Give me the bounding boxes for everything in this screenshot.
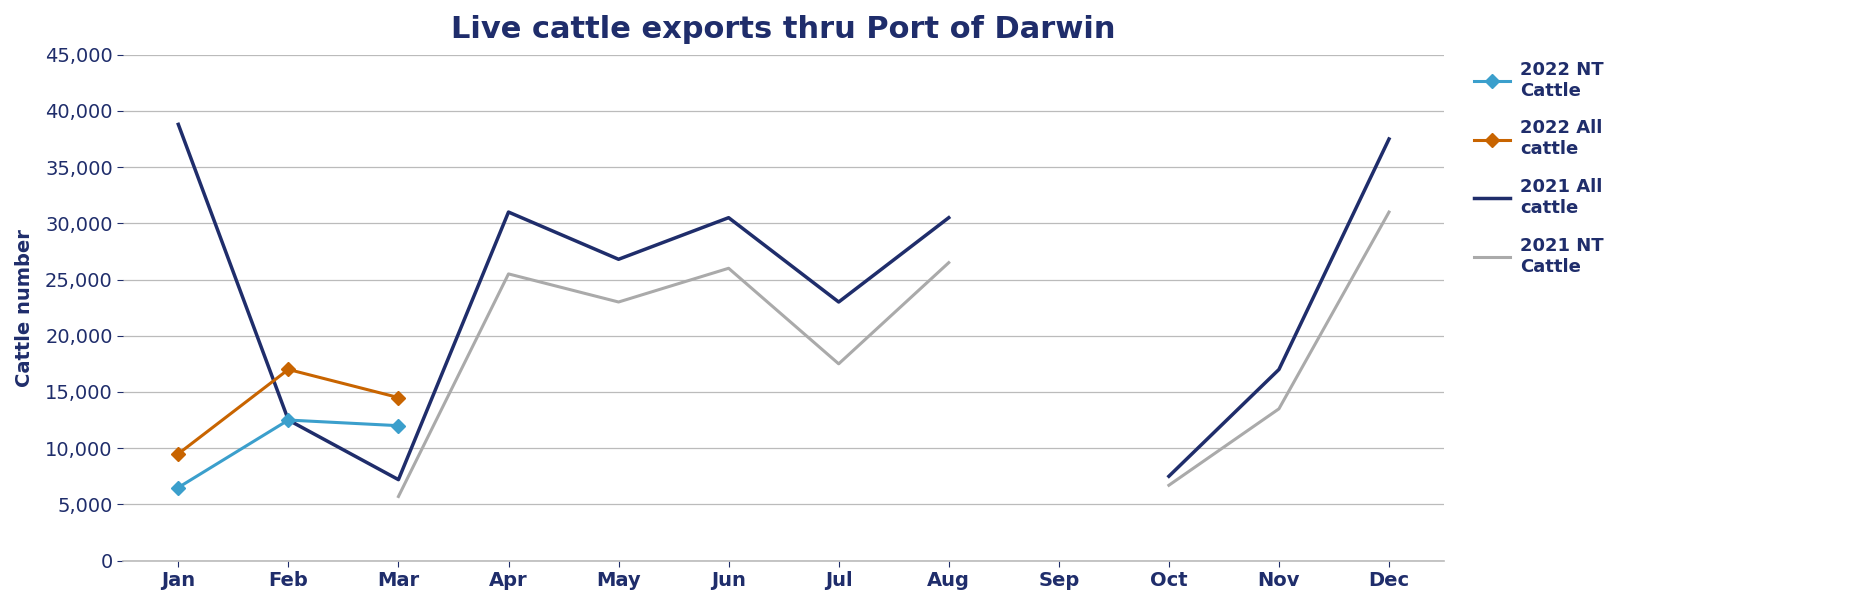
- Line: 2022 All cattle: 2022 All cattle: [173, 365, 404, 459]
- 2022 All cattle: [167, 450, 190, 457]
- Line: 2021 All cattle: 2021 All cattle: [179, 125, 949, 480]
- 2022 All cattle: [387, 394, 409, 401]
- Y-axis label: Cattle number: Cattle number: [15, 229, 33, 387]
- Legend: 2022 NT
Cattle, 2022 All
cattle, 2021 All
cattle, 2021 NT
Cattle: 2022 NT Cattle, 2022 All cattle, 2021 Al…: [1466, 54, 1611, 283]
- 2022 NT Cattle: [277, 416, 299, 423]
- 2021 All cattle: [167, 121, 190, 128]
- Title: Live cattle exports thru Port of Darwin: Live cattle exports thru Port of Darwin: [452, 15, 1116, 44]
- 2021 All cattle: [277, 416, 299, 423]
- 2021 All cattle: [608, 256, 631, 263]
- 2022 NT Cattle: [387, 422, 409, 430]
- 2021 All cattle: [387, 476, 409, 483]
- 2021 All cattle: [828, 298, 850, 306]
- 2022 All cattle: [277, 366, 299, 373]
- 2022 NT Cattle: [167, 484, 190, 491]
- 2021 All cattle: [937, 214, 960, 221]
- 2021 All cattle: [497, 209, 519, 216]
- Line: 2022 NT Cattle: 2022 NT Cattle: [173, 415, 404, 492]
- 2021 All cattle: [718, 214, 740, 221]
